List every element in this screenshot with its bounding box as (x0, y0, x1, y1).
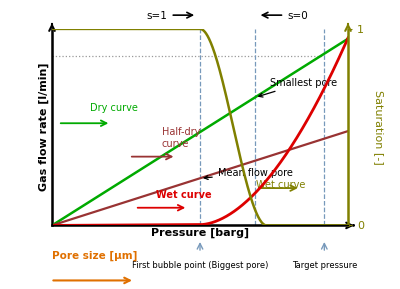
Text: Half-dry
curve: Half-dry curve (162, 127, 200, 149)
Y-axis label: Gas flow rate [l/min]: Gas flow rate [l/min] (39, 63, 49, 191)
Text: First bubble point (Biggest pore): First bubble point (Biggest pore) (132, 261, 268, 270)
Text: s=0: s=0 (287, 11, 308, 21)
Text: Target pressure: Target pressure (292, 261, 357, 270)
X-axis label: Pressure [barg]: Pressure [barg] (151, 228, 249, 238)
Text: Wet curve: Wet curve (156, 190, 211, 200)
Text: Pore size [μm]: Pore size [μm] (52, 251, 137, 261)
Text: Dry curve: Dry curve (90, 103, 138, 114)
Text: Mean flow pore: Mean flow pore (204, 168, 293, 179)
Text: s=1: s=1 (146, 11, 168, 21)
Text: Wet curve: Wet curve (256, 180, 306, 190)
Y-axis label: Saturation [-]: Saturation [-] (374, 90, 384, 164)
Text: Smallest pore: Smallest pore (259, 78, 337, 97)
